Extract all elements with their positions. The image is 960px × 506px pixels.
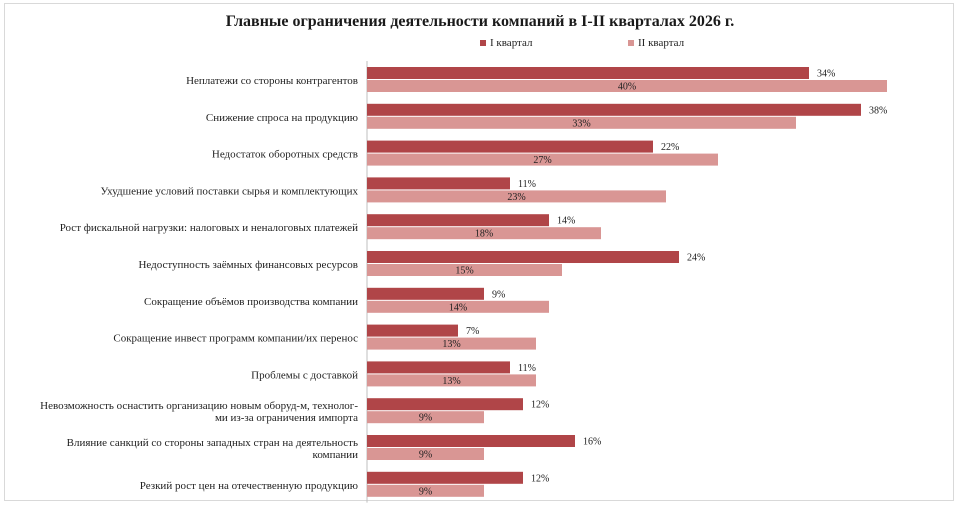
data-label-q1: 24% xyxy=(687,253,705,264)
bar-q2 xyxy=(367,190,666,203)
legend-swatch-2 xyxy=(628,40,634,46)
category-label: Невозможность оснастить организацию новы… xyxy=(40,400,358,424)
data-label-q2: 18% xyxy=(475,229,493,240)
chart-title: Главные ограничения деятельности компани… xyxy=(225,13,735,30)
category-label: Недоступность заёмных финансовых ресурсо… xyxy=(138,259,358,271)
data-label-q1: 11% xyxy=(518,363,536,374)
category-label: Снижение спроса на продукцию xyxy=(206,112,358,124)
category-label: Недостаток оборотных средств xyxy=(212,149,358,161)
bar-q1 xyxy=(367,287,484,300)
category-label: Влияние санкций со стороны западных стра… xyxy=(67,437,358,461)
data-label-q1: 14% xyxy=(557,216,575,227)
bar-q1 xyxy=(367,435,575,447)
data-label-q1: 9% xyxy=(492,289,505,300)
data-label-q2: 9% xyxy=(419,413,432,424)
data-label-q2: 15% xyxy=(455,266,473,277)
category-label: Сокращение инвест программ компании/их п… xyxy=(113,333,358,345)
data-label-q1: 16% xyxy=(583,437,601,448)
bar-q1 xyxy=(367,177,510,190)
bar-q1 xyxy=(367,251,679,263)
data-label-q2: 14% xyxy=(449,302,467,313)
data-label-q2: 9% xyxy=(419,486,432,497)
data-label-q1: 7% xyxy=(466,326,479,337)
category-label: Проблемы с доставкой xyxy=(251,369,358,381)
data-label-q2: 23% xyxy=(507,192,525,203)
data-label-q2: 33% xyxy=(572,118,590,129)
data-label-q2: 13% xyxy=(442,339,460,350)
bar-q2 xyxy=(367,411,484,424)
data-label-q2: 13% xyxy=(442,376,460,387)
bar-q1 xyxy=(367,103,861,116)
bar-q2 xyxy=(367,264,562,276)
legend-label-1: I квартал xyxy=(490,37,533,49)
category-label: Ухудшение условий поставки сырья и компл… xyxy=(100,185,358,197)
data-label-q1: 22% xyxy=(661,142,679,153)
bar-q1 xyxy=(367,214,549,227)
bar-q2 xyxy=(367,116,796,129)
bar-q2 xyxy=(367,80,887,92)
category-label: Рост фискальной нагрузки: налоговых и не… xyxy=(60,222,358,234)
data-label-q1: 11% xyxy=(518,179,536,190)
bar-q2 xyxy=(367,227,601,240)
data-label-q2: 9% xyxy=(419,450,432,461)
category-label: Резкий рост цен на отечественную продукц… xyxy=(140,480,358,492)
data-label-q2: 27% xyxy=(533,155,551,166)
bar-q1 xyxy=(367,471,523,484)
bar-q2 xyxy=(367,374,536,387)
data-label-q1: 12% xyxy=(531,400,549,411)
bar-q2 xyxy=(367,484,484,497)
bar-q2 xyxy=(367,448,484,460)
bar-q1 xyxy=(367,361,510,374)
data-label-q1: 34% xyxy=(817,69,835,80)
data-label-q1: 12% xyxy=(531,473,549,484)
bar-q2 xyxy=(367,153,718,166)
data-label-q2: 40% xyxy=(618,82,636,93)
category-label: Неплатежи со стороны контрагентов xyxy=(186,75,358,87)
bar-q1 xyxy=(367,398,523,411)
legend-swatch-1 xyxy=(480,40,486,46)
legend-label-2: II квартал xyxy=(638,37,685,49)
bar-q1 xyxy=(367,140,653,153)
data-label-q1: 38% xyxy=(869,105,887,116)
bar-q1 xyxy=(367,324,458,337)
category-label: Сокращение объёмов производства компании xyxy=(144,296,358,308)
bar-q1 xyxy=(367,67,809,79)
bar-q2 xyxy=(367,300,549,313)
bar-q2 xyxy=(367,337,536,350)
